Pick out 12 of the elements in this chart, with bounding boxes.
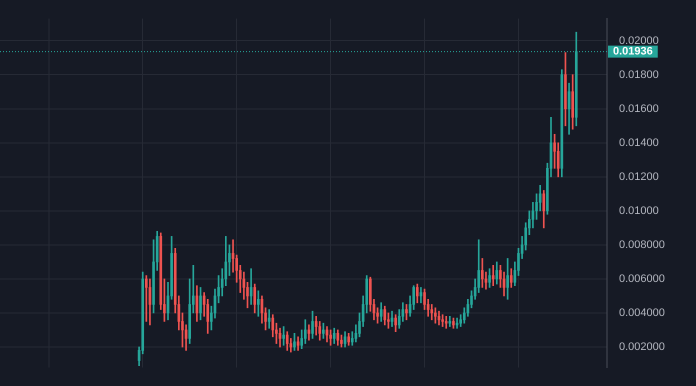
y-tick-label: 0.004000 <box>619 306 665 319</box>
candlestick <box>456 318 458 329</box>
y-tick-label: 0.002000 <box>619 341 665 354</box>
y-tick-label: 0.01600 <box>619 102 659 115</box>
y-tick-label: 0.01800 <box>619 68 659 81</box>
y-tick-label: 0.01000 <box>619 204 659 217</box>
y-tick-label: 0.02000 <box>619 34 659 47</box>
y-tick-label: 0.008000 <box>619 238 665 251</box>
ref-line-label: 0.01936 <box>613 46 653 58</box>
y-tick-label: 0.006000 <box>619 272 665 285</box>
y-tick-label: 0.01200 <box>619 170 659 183</box>
y-tick-label: 0.01400 <box>619 136 659 149</box>
